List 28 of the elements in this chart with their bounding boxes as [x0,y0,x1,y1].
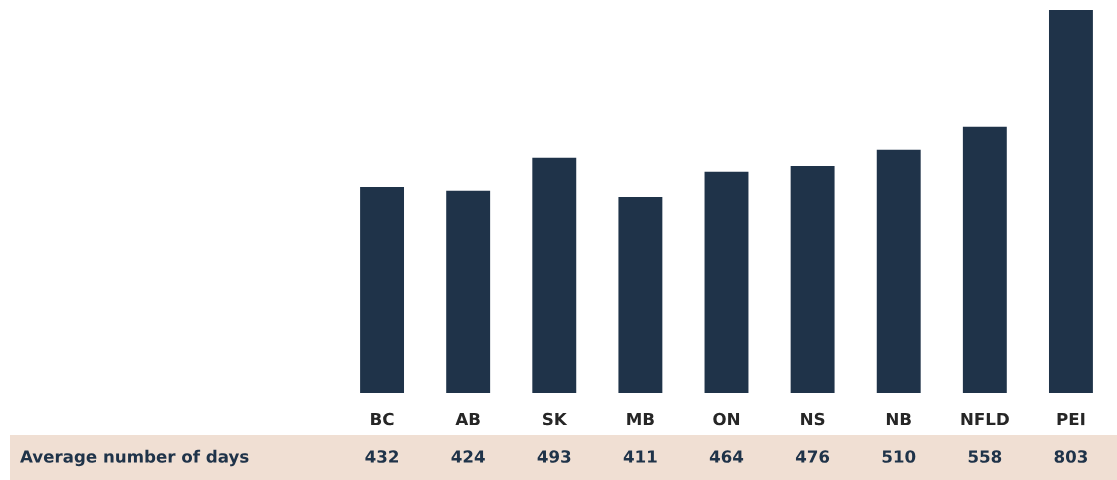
data-label: 803 [1054,450,1088,463]
bar [532,157,577,393]
bar [790,165,835,393]
x-tick-label: SK [543,412,568,426]
bar [704,171,749,393]
data-label: 424 [451,450,485,463]
x-tick-label: AB [455,412,480,426]
bar [962,126,1007,393]
x-tick-label: NS [801,412,825,426]
bar [618,196,663,393]
data-label: 476 [795,450,830,463]
bar [876,149,921,393]
data-label: 558 [968,450,1002,463]
bar [1048,10,1093,393]
data-label: 432 [365,450,398,463]
x-tick-label: ON [713,412,740,426]
bar [446,190,491,393]
x-tick-label: PEI [1057,412,1085,426]
bar [360,186,405,393]
text: Average number of days [20,449,249,467]
x-tick-label: BC [371,412,394,426]
data-label: 464 [709,450,744,463]
x-tick-label: NB [886,412,911,426]
data-label: 510 [882,450,916,463]
x-tick-label: MB [627,412,654,426]
data-label: 493 [537,450,571,463]
x-tick-label: NFLD [961,412,1009,426]
data-label: 411 [623,450,657,463]
